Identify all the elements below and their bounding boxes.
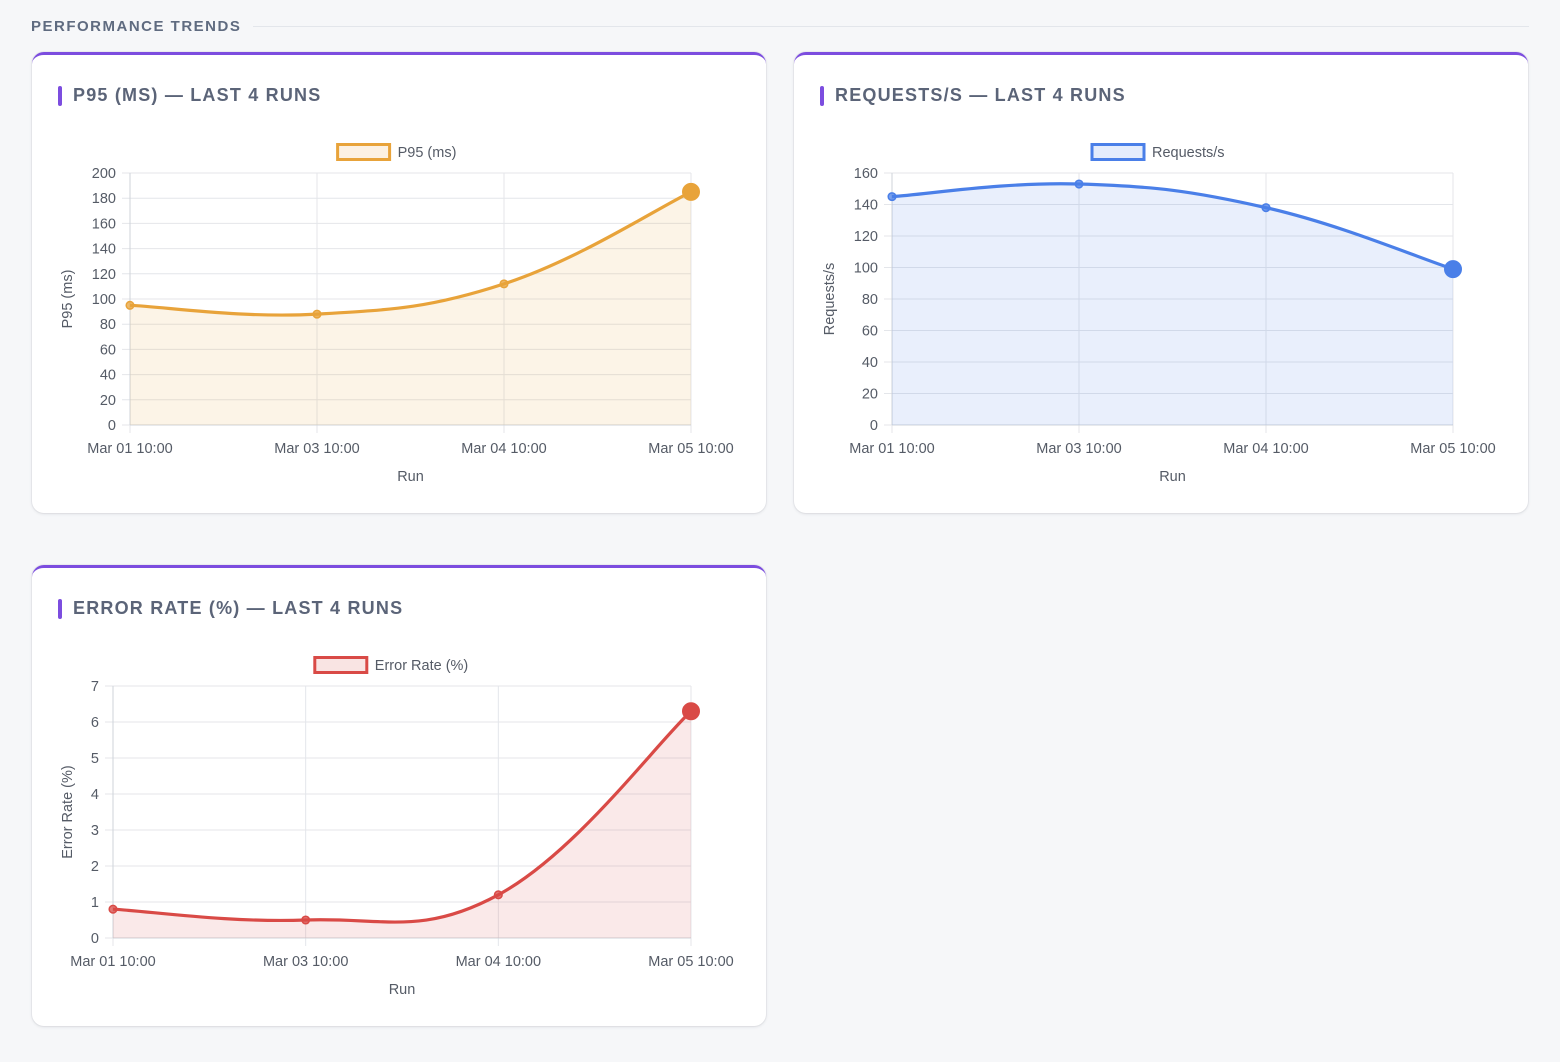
x-axis-title: Run bbox=[389, 982, 416, 998]
y-tick-label: 100 bbox=[92, 292, 116, 308]
x-tick-label: Mar 01 10:00 bbox=[87, 441, 172, 457]
data-point bbox=[682, 702, 700, 721]
y-tick-label: 20 bbox=[862, 387, 878, 403]
y-tick-label: 4 bbox=[91, 787, 99, 803]
card-title-text: ERROR RATE (%) — LAST 4 RUNS bbox=[73, 598, 404, 618]
chart-card-requests: REQUESTS/S — LAST 4 RUNS Requests/s 0 20 40… bbox=[794, 52, 1528, 513]
x-tick-label: Mar 03 10:00 bbox=[1036, 441, 1121, 457]
y-tick-label: 140 bbox=[854, 198, 878, 214]
y-tick-label: 100 bbox=[854, 261, 878, 277]
y-axis-title: P95 (ms) bbox=[60, 270, 76, 329]
card-title-text: P95 (MS) — LAST 4 RUNS bbox=[73, 85, 322, 105]
x-tick-label: Mar 03 10:00 bbox=[274, 441, 359, 457]
series-area bbox=[130, 191, 691, 425]
x-tick-label: Mar 04 10:00 bbox=[456, 954, 541, 970]
data-point bbox=[1444, 260, 1462, 279]
y-tick-label: 2 bbox=[91, 859, 99, 875]
y-tick-label: 60 bbox=[862, 324, 878, 340]
card-accent-bar bbox=[58, 85, 62, 106]
data-point bbox=[312, 309, 322, 319]
y-tick-label: 80 bbox=[100, 317, 116, 333]
y-tick-label: 120 bbox=[92, 267, 116, 283]
data-point bbox=[108, 904, 118, 914]
data-point bbox=[493, 890, 503, 900]
y-tick-label: 0 bbox=[870, 418, 878, 434]
data-point bbox=[301, 915, 311, 925]
section-header: PERFORMANCE TRENDS bbox=[31, 14, 1529, 38]
card-title: ERROR RATE (%) — LAST 4 RUNS bbox=[58, 598, 403, 619]
legend-label: P95 (ms) bbox=[398, 145, 457, 161]
data-point bbox=[682, 182, 700, 201]
y-tick-label: 160 bbox=[92, 216, 116, 232]
y-tick-label: 140 bbox=[92, 242, 116, 258]
x-axis-title: Run bbox=[1159, 469, 1186, 485]
legend-swatch bbox=[313, 656, 369, 674]
data-point bbox=[887, 192, 897, 202]
x-axis-title: Run bbox=[397, 469, 424, 485]
data-point bbox=[499, 279, 509, 289]
x-tick-label: Mar 05 10:00 bbox=[1410, 441, 1495, 457]
x-tick-label: Mar 04 10:00 bbox=[1223, 441, 1308, 457]
series-area bbox=[113, 711, 691, 938]
y-tick-label: 120 bbox=[854, 229, 878, 245]
x-tick-label: Mar 04 10:00 bbox=[461, 441, 546, 457]
chart-error-rate: Error Rate (%) 0 1 2 3 4 5 6 7 Mar 01 10:00 Mar 03… bbox=[60, 656, 734, 998]
y-tick-label: 20 bbox=[100, 393, 116, 409]
section-divider bbox=[253, 25, 1529, 27]
card-title-text: REQUESTS/S — LAST 4 RUNS bbox=[835, 85, 1126, 105]
card-accent-bar bbox=[58, 598, 62, 619]
x-tick-label: Mar 01 10:00 bbox=[70, 954, 155, 970]
y-tick-label: 1 bbox=[91, 895, 99, 911]
chart-card-error-rate: ERROR RATE (%) — LAST 4 RUNS Error Rate … bbox=[32, 565, 766, 1026]
y-axis-title: Requests/s bbox=[822, 263, 838, 336]
y-tick-label: 80 bbox=[862, 292, 878, 308]
data-point bbox=[1074, 179, 1084, 189]
y-tick-label: 40 bbox=[862, 355, 878, 371]
chart-card-p95: P95 (MS) — LAST 4 RUNS P95 (ms) 0 20 40 60 80… bbox=[32, 52, 766, 513]
y-tick-label: 0 bbox=[91, 931, 99, 947]
card-title: P95 (MS) — LAST 4 RUNS bbox=[58, 85, 321, 106]
series-line bbox=[129, 190, 692, 317]
section-title: PERFORMANCE TRENDS bbox=[31, 17, 242, 35]
x-tick-label: Mar 05 10:00 bbox=[648, 441, 733, 457]
y-tick-label: 3 bbox=[91, 823, 99, 839]
legend-swatch bbox=[1090, 143, 1146, 161]
chart-p95: P95 (ms) 0 20 40 60 80 100 120 140 160 180 200 Mar 0… bbox=[60, 143, 734, 485]
x-tick-label: Mar 01 10:00 bbox=[849, 441, 934, 457]
data-point bbox=[125, 300, 135, 310]
series-area bbox=[892, 183, 1453, 425]
y-axis-title: Error Rate (%) bbox=[60, 765, 76, 858]
y-tick-label: 40 bbox=[100, 368, 116, 384]
legend-label: Requests/s bbox=[1152, 145, 1225, 161]
data-point bbox=[1261, 203, 1271, 213]
x-tick-label: Mar 05 10:00 bbox=[648, 954, 733, 970]
series-line bbox=[891, 182, 1454, 271]
chart-requests: Requests/s 0 20 40 60 80 100 120 140 160 Mar 01 10… bbox=[822, 143, 1496, 485]
y-tick-label: 7 bbox=[91, 679, 99, 695]
y-tick-label: 60 bbox=[100, 342, 116, 358]
y-tick-label: 6 bbox=[91, 715, 99, 731]
series-line bbox=[112, 710, 693, 924]
legend-swatch bbox=[336, 143, 392, 161]
y-tick-label: 160 bbox=[854, 166, 878, 182]
y-tick-label: 0 bbox=[108, 418, 116, 434]
x-tick-label: Mar 03 10:00 bbox=[263, 954, 348, 970]
card-title: REQUESTS/S — LAST 4 RUNS bbox=[820, 85, 1126, 106]
y-tick-label: 180 bbox=[92, 191, 116, 207]
y-tick-label: 200 bbox=[92, 166, 116, 182]
y-tick-label: 5 bbox=[91, 751, 99, 767]
legend-label: Error Rate (%) bbox=[375, 658, 468, 674]
card-accent-bar bbox=[820, 85, 824, 106]
